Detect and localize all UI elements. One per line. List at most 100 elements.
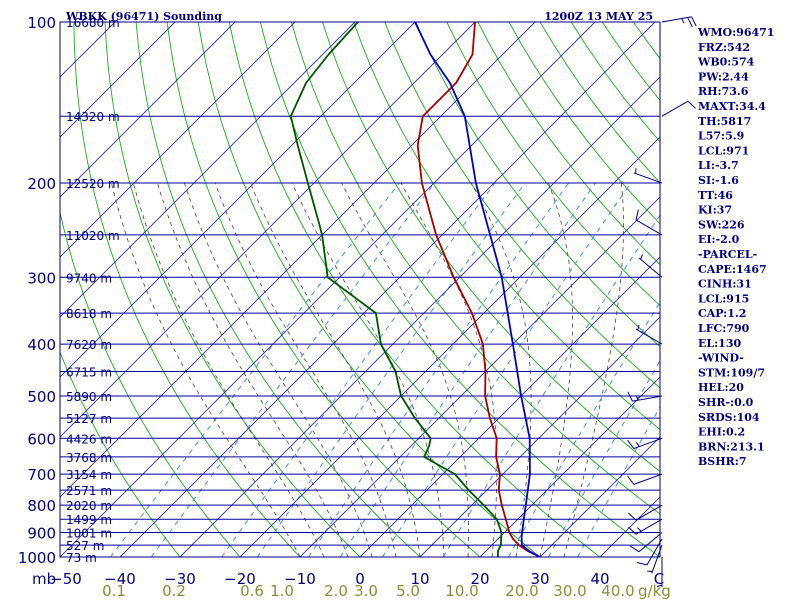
temperature-unit-label: C	[654, 570, 664, 588]
mixing-ratio-line	[150, 182, 435, 557]
mixing-ratio-label: 1.0	[270, 582, 294, 600]
index-entry: CAPE:1467	[698, 263, 767, 276]
index-entry: WB0:574	[697, 56, 755, 69]
wind-barb	[630, 532, 663, 553]
wind-barb	[647, 544, 663, 574]
mixing-ratio-line	[381, 182, 632, 557]
temperature-tick-label: −10	[284, 570, 316, 588]
height-label: 1499 m	[66, 513, 112, 527]
height-label: 16680 m	[66, 16, 120, 30]
wind-barb	[627, 391, 663, 402]
isotherm	[60, 22, 416, 378]
index-entry: SW:226	[698, 218, 745, 231]
isotherm	[60, 22, 296, 258]
index-entry: BSHR:7	[698, 455, 747, 468]
index-entry: EL:130	[698, 337, 741, 350]
wind-barb	[633, 168, 663, 184]
temperature-tick-label: 0	[355, 570, 365, 588]
isotherm	[479, 376, 660, 557]
mixing-ratio-line	[221, 182, 496, 557]
wind-barb	[636, 538, 663, 566]
valid-time: 1200Z 13 MAY 25	[544, 10, 653, 23]
index-entry: LFC:790	[698, 322, 750, 335]
index-entry: FRZ:542	[698, 41, 750, 54]
temperature-tick-label: −20	[224, 570, 256, 588]
temperature-tick-label: 30	[530, 570, 549, 588]
height-label: 6715 m	[66, 365, 112, 379]
moist-adiabat	[400, 182, 498, 557]
index-entry: EI:-2.0	[698, 233, 740, 246]
wind-barb	[627, 473, 663, 485]
pressure-tick-label: 300	[27, 269, 56, 287]
index-entry: CINH:31	[698, 278, 752, 291]
mixing-ratio-line	[110, 182, 400, 557]
wind-barb	[638, 254, 663, 278]
mixing-ratio-label: 3.0	[354, 582, 378, 600]
isotherm	[119, 22, 656, 557]
pressure-tick-label: 700	[27, 466, 56, 484]
moist-adiabat	[291, 182, 445, 557]
wind-barb	[627, 437, 663, 450]
temperature-tick-label: 10	[410, 570, 429, 588]
dry-adiabat	[104, 22, 361, 557]
isotherm	[60, 22, 236, 198]
dewpoint-trace	[289, 22, 503, 557]
moist-adiabat	[470, 182, 532, 557]
mixing-ratio-label: 40.0	[601, 582, 634, 600]
index-entry: LCL:971	[698, 144, 749, 157]
pressure-unit-label: mb	[32, 570, 56, 588]
moist-adiabat	[157, 182, 349, 557]
height-label: 527 m	[66, 539, 104, 553]
index-entry: HEL:20	[698, 381, 744, 394]
mixing-ratio-label: 5.0	[396, 582, 420, 600]
wind-barb	[628, 518, 663, 535]
pressure-tick-label: 400	[27, 336, 56, 354]
index-entry: SHR-:0.0	[698, 396, 754, 409]
pressure-tick-label: 1000	[18, 549, 56, 567]
temperature-tick-label: −30	[164, 570, 196, 588]
wind-barbs	[627, 16, 697, 587]
isotherm	[60, 22, 356, 318]
index-entry: TT:46	[698, 189, 733, 202]
height-label: 14320 m	[66, 110, 120, 124]
mixing-ratio-label: 10.0	[445, 582, 478, 600]
index-entry: SI:-1.6	[698, 174, 739, 187]
moist-adiabat	[111, 183, 301, 557]
mixing-ratio-label: 20.0	[505, 582, 538, 600]
index-entry: SRDS:104	[698, 411, 760, 424]
wind-barb	[656, 557, 663, 587]
mixing-ratio-unit: g/kg	[638, 582, 671, 600]
height-label: 5890 m	[66, 390, 112, 404]
index-entry: STM:109/7	[698, 366, 765, 379]
isotherm	[60, 22, 176, 138]
isotherm	[539, 436, 660, 557]
index-entry: EHI:0.2	[698, 426, 745, 439]
mixing-ratio-label: 0.6	[240, 582, 264, 600]
station-title: WBKK (96471) Sounding	[65, 10, 222, 23]
mixing-ratio-label: 30.0	[553, 582, 586, 600]
index-entry: PW:2.44	[698, 70, 749, 83]
isotherm	[299, 196, 660, 557]
mixing-ratio-label: 0.1	[102, 582, 126, 600]
height-label: 2020 m	[66, 499, 112, 513]
height-label: 11020 m	[66, 229, 120, 243]
temperature-tick-label: −40	[104, 570, 136, 588]
dry-adiabat	[166, 22, 481, 557]
height-label: 1001 m	[66, 527, 112, 541]
height-label: 5127 m	[66, 412, 112, 426]
height-label: 2571 m	[66, 484, 112, 498]
index-entry: -WIND-	[698, 352, 744, 365]
wind-barb	[661, 100, 696, 117]
index-entry: CAP:1.2	[698, 307, 746, 320]
mixing-ratio-line	[442, 214, 660, 557]
wind-barb	[635, 324, 663, 345]
dry-adiabat	[197, 22, 541, 557]
pressure-tick-label: 900	[27, 525, 56, 543]
index-entry: -PARCEL-	[698, 248, 757, 261]
mixing-ratio-label: 0.2	[162, 582, 186, 600]
pressure-tick-label: 200	[27, 175, 56, 193]
wind-barb	[628, 504, 663, 521]
background-lines	[60, 22, 660, 557]
